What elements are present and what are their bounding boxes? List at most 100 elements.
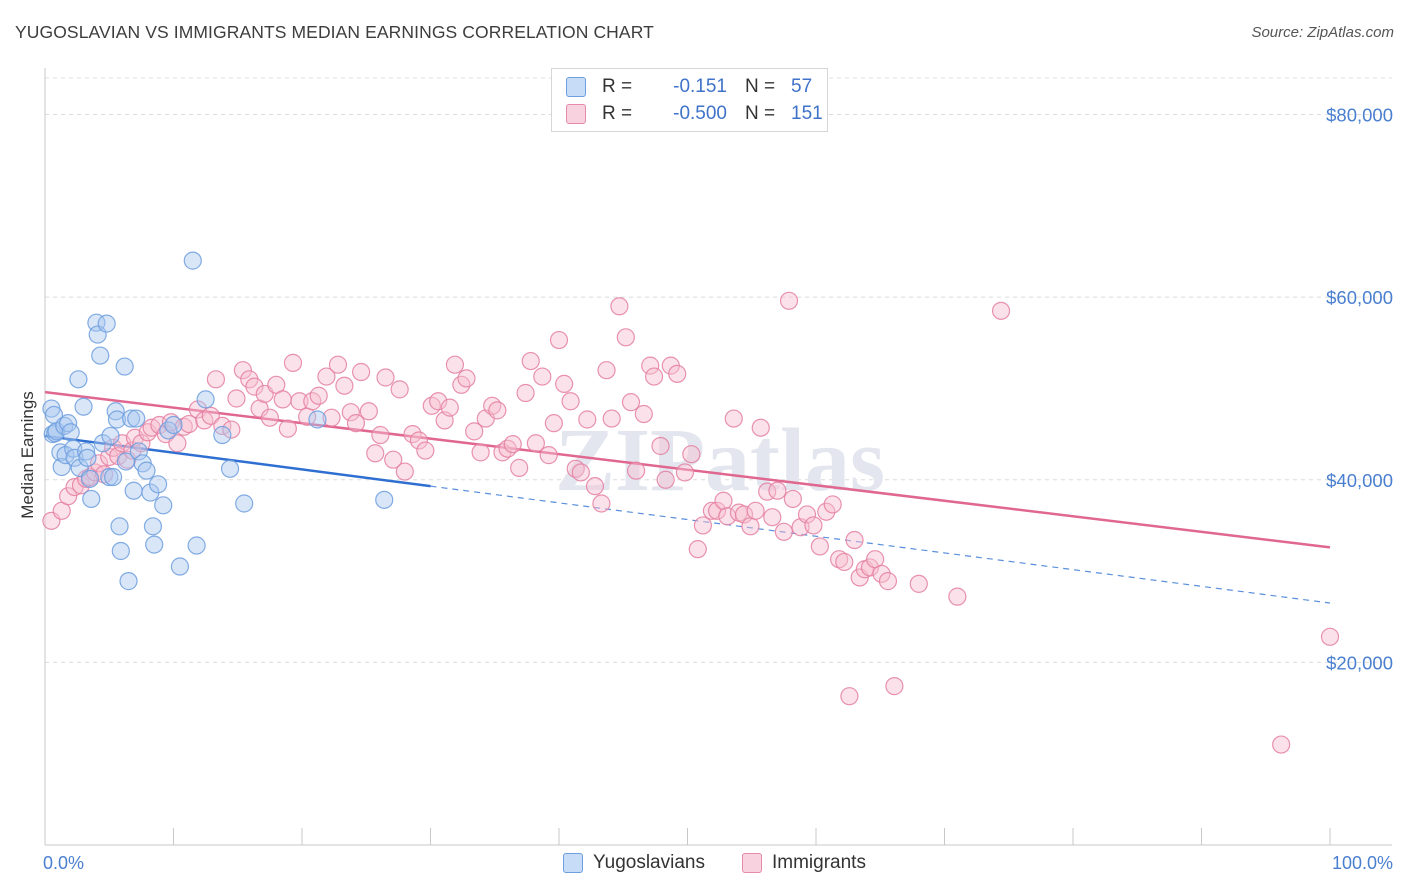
point-immigrants	[283, 353, 303, 372]
point-immigrants	[322, 408, 341, 427]
point-yugoslavians	[119, 572, 138, 591]
point-yugoslavians	[170, 557, 190, 576]
point-yugoslavians	[100, 467, 119, 487]
point-immigrants	[616, 328, 635, 347]
point-immigrants	[465, 422, 484, 441]
point-immigrants	[561, 392, 580, 411]
point-immigrants	[395, 462, 414, 481]
point-immigrants	[592, 494, 611, 513]
y-tick-label: $40,000	[1326, 470, 1393, 491]
point-immigrants	[59, 487, 78, 506]
point-immigrants	[656, 470, 675, 489]
point-immigrants	[335, 376, 354, 395]
x-tick-label-left: 0.0%	[43, 853, 84, 873]
point-immigrants	[440, 398, 459, 417]
point-immigrants	[384, 450, 403, 469]
point-immigrants	[682, 445, 701, 464]
bottom-legend-swatch	[563, 853, 583, 873]
point-immigrants	[516, 383, 535, 403]
point-yugoslavians	[159, 421, 178, 440]
point-immigrants	[714, 491, 733, 510]
point-immigrants	[693, 516, 713, 535]
point-yugoslavians	[80, 469, 100, 488]
legend-n-value: 151	[791, 103, 823, 124]
point-immigrants	[341, 403, 360, 422]
tick-labels: $20,000 $40,000 $60,000 $80,000 0.0% 100.0%	[43, 105, 1393, 873]
legend-row-yugoslavians: R = -0.151 N = 57	[566, 74, 812, 100]
point-yugoslavians	[187, 536, 206, 555]
bottom-legend-yugoslavians[interactable]: Yugoslavians	[563, 852, 705, 874]
point-immigrants	[227, 389, 246, 408]
point-immigrants	[597, 361, 616, 380]
point-yugoslavians	[129, 442, 148, 461]
point-yugoslavians	[107, 410, 127, 429]
point-yugoslavians	[104, 467, 123, 487]
point-yugoslavians	[121, 409, 141, 428]
point-immigrants	[634, 404, 653, 424]
point-immigrants	[366, 444, 385, 463]
point-immigrants	[278, 419, 297, 438]
point-immigrants	[817, 502, 836, 521]
point-immigrants	[651, 436, 670, 456]
chart-title: YUGOSLAVIAN VS IMMIGRANTS MEDIAN EARNING…	[15, 22, 654, 42]
point-yugoslavians	[110, 517, 129, 536]
point-immigrants	[872, 564, 891, 583]
point-yugoslavians	[124, 481, 143, 500]
point-immigrants	[571, 463, 590, 482]
x-tick-label-right: 100.0%	[1332, 853, 1393, 873]
point-yugoslavians	[77, 442, 96, 461]
point-immigrants	[273, 390, 292, 409]
bottom-legend-label: Immigrants	[772, 852, 866, 873]
point-immigrants	[371, 425, 390, 445]
point-immigrants	[328, 355, 348, 374]
point-immigrants	[991, 301, 1011, 320]
point-yugoslavians	[61, 423, 80, 442]
point-immigrants	[878, 572, 898, 591]
point-immigrants	[376, 368, 395, 387]
point-yugoslavians	[78, 448, 97, 467]
point-immigrants	[909, 574, 928, 593]
point-immigrants	[179, 414, 199, 434]
point-yugoslavians	[235, 494, 254, 513]
legend-n-label: N =	[745, 103, 776, 124]
point-immigrants	[429, 392, 448, 411]
point-yugoslavians	[101, 426, 120, 446]
point-immigrants	[774, 522, 793, 541]
point-immigrants	[830, 550, 849, 569]
point-immigrants	[510, 458, 529, 477]
point-yugoslavians	[375, 490, 394, 509]
axes	[44, 68, 1392, 846]
point-immigrants	[688, 540, 707, 559]
point-immigrants	[835, 552, 854, 572]
bottom-legend-swatch	[742, 853, 762, 873]
legend-swatch-yugoslavians	[566, 77, 586, 97]
point-immigrants	[610, 297, 629, 316]
point-immigrants	[245, 377, 264, 396]
point-immigrants	[471, 443, 490, 462]
y-tick-label: $20,000	[1326, 652, 1393, 673]
y-axis-label: Median Earnings	[18, 391, 37, 519]
point-immigrants	[555, 374, 574, 393]
source-label: Source: ZipAtlas.com	[1251, 24, 1394, 41]
point-yugoslavians	[115, 357, 134, 376]
point-immigrants	[585, 477, 605, 496]
point-immigrants	[533, 367, 552, 386]
point-immigrants	[526, 434, 545, 453]
point-yugoslavians	[93, 434, 112, 453]
point-immigrants	[641, 356, 660, 375]
point-immigrants	[845, 530, 864, 550]
legend-swatch-immigrants	[566, 104, 586, 124]
y-tick-label: $60,000	[1326, 287, 1393, 308]
point-immigrants	[260, 408, 279, 427]
point-yugoslavians	[91, 346, 110, 365]
point-immigrants	[150, 415, 169, 435]
point-immigrants	[201, 406, 220, 425]
point-yugoslavians	[127, 409, 146, 428]
point-immigrants	[309, 386, 328, 405]
point-immigrants	[317, 367, 336, 386]
point-immigrants	[1272, 735, 1291, 754]
point-yugoslavians	[145, 535, 164, 554]
bottom-legend-immigrants[interactable]: Immigrants	[742, 852, 866, 874]
point-immigrants	[359, 402, 378, 421]
point-immigrants	[621, 393, 641, 412]
